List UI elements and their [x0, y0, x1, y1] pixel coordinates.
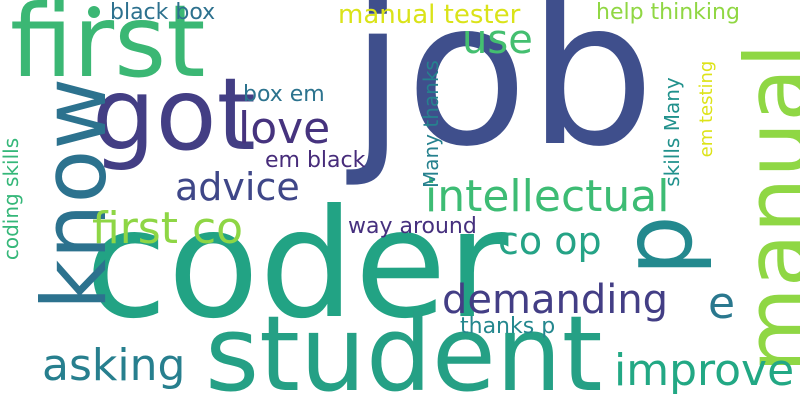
- word-black-box: black box: [110, 0, 216, 25]
- word-e: e: [708, 278, 736, 329]
- word-advice: advice: [175, 165, 300, 209]
- word-box-em: box em: [243, 82, 325, 107]
- word-asking: asking: [42, 340, 186, 391]
- word-em-black: em black: [265, 148, 366, 173]
- word-demanding: demanding: [442, 277, 669, 323]
- word-love: love: [238, 103, 331, 154]
- word-coder: coder: [85, 178, 509, 352]
- word-p: p: [602, 215, 714, 276]
- word-manual: manual: [726, 43, 800, 373]
- word-co-op: co op: [498, 219, 602, 263]
- word-improve: improve: [614, 345, 795, 396]
- word-intellectual: intellectual: [425, 171, 670, 222]
- word-got: got: [92, 56, 256, 173]
- word-manual-tester: manual tester: [338, 0, 521, 30]
- word-use: use: [462, 17, 533, 63]
- word-coding-skills: coding skills: [0, 137, 23, 261]
- word-first-co: first co: [92, 203, 244, 254]
- word-job: job: [350, 0, 655, 191]
- word-help-thinking: help thinking: [596, 0, 740, 25]
- word-know: know: [23, 77, 126, 311]
- word-first: first: [10, 0, 206, 100]
- word-skills-many: skills Many: [660, 77, 684, 187]
- dot-mark: [88, 6, 100, 18]
- word-many-thanks: Many thanks: [419, 60, 443, 188]
- word-way-around: way around: [348, 214, 477, 239]
- word-thanks-p: thanks p: [460, 314, 556, 339]
- word-student: student: [205, 293, 603, 400]
- word-em-testing: em testing: [696, 60, 717, 158]
